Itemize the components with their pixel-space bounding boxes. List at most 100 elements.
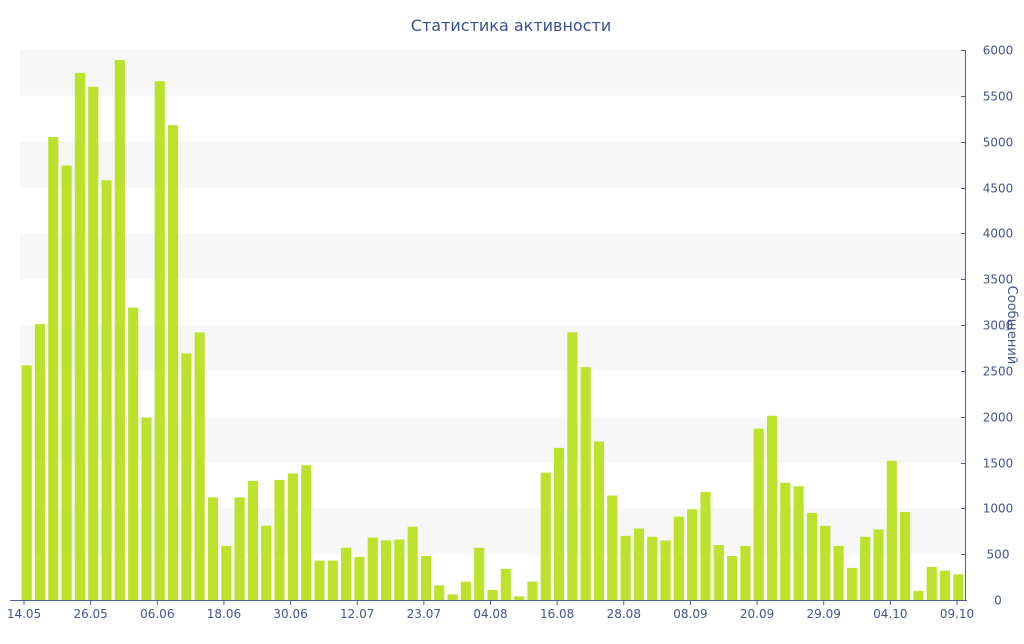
bar (114, 60, 125, 600)
y-axis-label: Сообщений (1004, 286, 1019, 365)
x-tick-label: 26.05 (73, 607, 107, 621)
bar (753, 428, 764, 600)
bar (447, 594, 458, 600)
bar (900, 512, 911, 600)
bar (154, 81, 165, 601)
bar (660, 540, 671, 600)
bar (687, 509, 698, 600)
x-tick-label: 23.07 (407, 607, 441, 621)
bar (48, 137, 59, 600)
bar (407, 526, 418, 600)
x-tick-label: 29.09 (807, 607, 841, 621)
bar (88, 86, 99, 601)
x-tick-label: 06.06 (140, 607, 174, 621)
bar (540, 472, 551, 600)
bar (860, 536, 871, 600)
bar (953, 574, 964, 600)
bar (261, 525, 272, 600)
y-tick-label: 1500 (983, 457, 1014, 471)
bar (620, 535, 631, 600)
axes: 0 500 1000 1500 2000 2500 3000 3500 4000 4500 5000… (7, 44, 1013, 622)
y-tick-label: 4500 (983, 182, 1014, 196)
bar (61, 165, 72, 600)
grid-band (20, 50, 965, 96)
bar (367, 537, 378, 600)
x-tick-label: 04.10 (873, 607, 907, 621)
bar-series (21, 60, 964, 601)
bar (820, 525, 831, 600)
bar (420, 556, 432, 600)
bar (793, 486, 804, 600)
y-tick-label: 3000 (983, 319, 1014, 333)
bar (394, 539, 405, 600)
bar (926, 567, 937, 600)
bar (939, 570, 951, 600)
y-tick-label: 0 (994, 594, 1002, 608)
y-tick-label: 3500 (983, 273, 1014, 287)
x-tick-label: 14.05 (7, 607, 41, 621)
y-tick-label: 6000 (983, 44, 1014, 58)
bar (194, 332, 205, 600)
x-tick-label: 28.08 (607, 607, 641, 621)
bar (327, 560, 338, 600)
bar (101, 180, 112, 601)
bar (341, 547, 352, 600)
bar (873, 529, 884, 600)
bar (593, 441, 605, 600)
bar (607, 495, 618, 600)
bar (434, 585, 445, 600)
bar (700, 491, 711, 600)
bar (567, 332, 578, 600)
y-tick-label: 1000 (983, 502, 1014, 516)
x-tick-label: 08.09 (673, 607, 707, 621)
bar (287, 473, 298, 600)
bar (633, 528, 644, 600)
bar (527, 581, 538, 600)
x-tick-label: 16.08 (540, 607, 574, 621)
y-tick-label: 5500 (983, 90, 1014, 104)
bar (141, 417, 152, 600)
bar (713, 545, 724, 600)
bar (168, 125, 179, 601)
bar (553, 447, 565, 600)
bar (647, 536, 658, 600)
bar (487, 589, 498, 600)
x-tick-label: 04.08 (473, 607, 507, 621)
bar (727, 556, 738, 600)
x-tick-label: 12.07 (340, 607, 374, 621)
bar (274, 479, 285, 600)
x-tick-label: 18.06 (207, 607, 241, 621)
bar (740, 545, 751, 600)
bar (34, 324, 46, 600)
bar (380, 540, 392, 600)
x-tick-label: 20.09 (740, 607, 774, 621)
x-tick-label: 09.10 (940, 607, 974, 621)
bar (21, 365, 32, 600)
x-tick-label: 30.06 (273, 607, 307, 621)
y-tick-label: 5000 (983, 136, 1014, 150)
bar (780, 482, 791, 600)
bar (354, 556, 365, 600)
bar (474, 547, 485, 600)
bar (580, 367, 591, 600)
chart-title: Статистика активности (411, 16, 611, 35)
bar (128, 307, 139, 600)
bar (833, 545, 844, 600)
bar (500, 568, 511, 600)
bar (514, 596, 525, 600)
bar (766, 415, 778, 600)
bar (234, 497, 245, 600)
bar (886, 460, 897, 600)
bar (221, 545, 232, 600)
y-tick-label: 500 (987, 548, 1010, 562)
bar (207, 497, 219, 600)
bar (846, 567, 857, 600)
bar (673, 516, 684, 600)
bar (913, 590, 924, 600)
y-tick-label: 4000 (983, 227, 1014, 241)
bar (74, 72, 85, 601)
y-tick-label: 2000 (983, 411, 1014, 425)
y-tick-label: 2500 (983, 365, 1014, 379)
